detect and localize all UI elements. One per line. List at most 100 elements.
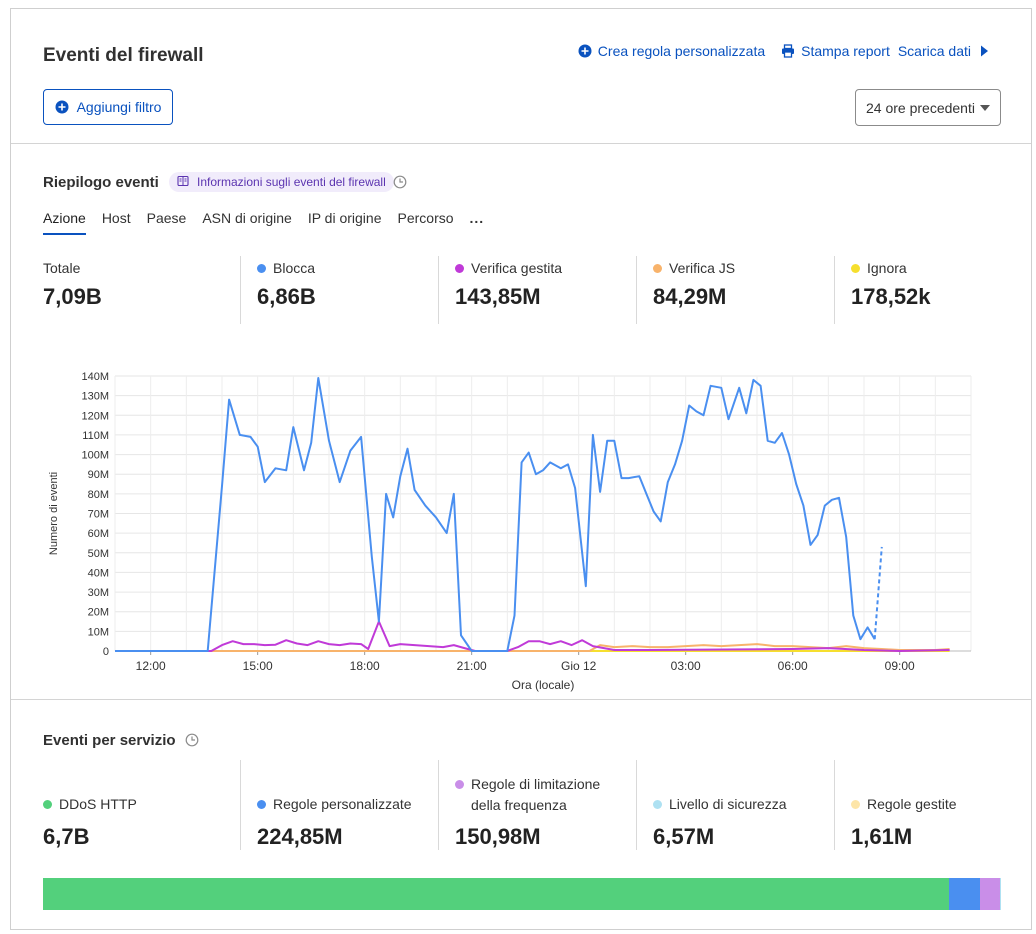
y-tick-label: 10M xyxy=(88,626,109,638)
series-line-verifica-gestita xyxy=(115,620,950,652)
events-summary-section: Riepilogo eventi Informazioni sugli even… xyxy=(11,144,1031,700)
x-tick-label: Gio 12 xyxy=(561,659,597,673)
y-tick-label: 120M xyxy=(81,410,109,422)
time-range-select[interactable]: 24 ore precedenti xyxy=(855,89,1001,126)
summary-tabs: Azione Host Paese ASN di origine IP di o… xyxy=(43,210,484,235)
stat-verifica-gestita[interactable]: Verifica gestita 143,85M xyxy=(439,256,637,324)
y-tick-label: 110M xyxy=(82,430,109,442)
legend-dot xyxy=(851,799,860,809)
x-tick-label: 15:00 xyxy=(243,659,273,673)
share-segment-regole-personalizzate[interactable] xyxy=(949,878,980,910)
legend-dot xyxy=(43,799,52,809)
y-tick-label: 70M xyxy=(88,509,109,521)
service-value: 6,57M xyxy=(653,824,715,849)
y-axis-label: Numero di eventi xyxy=(48,472,60,555)
x-tick-label: 09:00 xyxy=(885,659,915,673)
stat-totale: Totale 7,09B xyxy=(43,256,241,324)
y-tick-label: 0 xyxy=(103,646,109,658)
service-regole-gestite[interactable]: Regole gestite 1,61M xyxy=(835,760,1033,850)
service-value: 6,7B xyxy=(43,824,90,849)
y-tick-label: 20M xyxy=(88,607,109,619)
legend-dot xyxy=(851,263,860,273)
share-segment-ddos-http[interactable] xyxy=(43,878,950,910)
series-line-verifica-js xyxy=(115,643,950,652)
stat-value: 178,52k xyxy=(851,284,931,309)
legend-dot xyxy=(455,780,464,789)
stat-value: 6,86B xyxy=(257,284,316,309)
service-ddos-http[interactable]: DDoS HTTP 6,7B xyxy=(43,760,241,850)
print-report-label: Stampa report xyxy=(801,43,890,59)
stat-label: Ignora xyxy=(867,260,907,276)
tab-azione[interactable]: Azione xyxy=(43,210,86,235)
download-data-link[interactable]: Scarica dati xyxy=(898,43,991,59)
chevron-down-icon xyxy=(980,104,990,111)
tab-paese[interactable]: Paese xyxy=(146,210,187,226)
x-axis-label: Ora (locale) xyxy=(512,678,575,692)
events-by-service-section: Eventi per servizio DDoS HTTP 6,7B Regol… xyxy=(11,700,1031,930)
services-title: Eventi per servizio xyxy=(43,732,176,749)
stat-value: 7,09B xyxy=(43,284,102,309)
series-line-blocca xyxy=(115,377,876,652)
service-livello-sicurezza[interactable]: Livello di sicurezza 6,57M xyxy=(637,760,835,850)
header: Eventi del firewall Crea regola personal… xyxy=(11,9,1031,144)
printer-icon xyxy=(781,44,795,58)
service-label: DDoS HTTP xyxy=(59,796,137,812)
service-label: Regole di limitazione della frequenza xyxy=(471,776,601,813)
x-tick-label: 21:00 xyxy=(457,659,487,673)
service-value: 1,61M xyxy=(851,824,913,849)
summary-title: Riepilogo eventi xyxy=(43,174,159,191)
plus-circle-icon xyxy=(578,44,592,58)
stat-ignora[interactable]: Ignora 178,52k xyxy=(835,256,1033,324)
print-report-link[interactable]: Stampa report xyxy=(781,43,890,59)
y-tick-label: 90M xyxy=(88,469,109,481)
more-tabs-button[interactable]: ... xyxy=(469,210,485,226)
service-share-bar[interactable] xyxy=(43,878,1001,910)
tab-percorso[interactable]: Percorso xyxy=(397,210,454,226)
add-filter-label: Aggiungi filtro xyxy=(76,99,162,115)
legend-dot xyxy=(257,799,266,809)
service-label: Regole personalizzate xyxy=(273,796,412,812)
download-data-label: Scarica dati xyxy=(897,43,971,59)
stat-label: Verifica gestita xyxy=(471,260,563,276)
x-tick-label: 18:00 xyxy=(350,659,380,673)
create-rule-link[interactable]: Crea regola personalizzata xyxy=(578,43,765,59)
plus-circle-icon xyxy=(55,100,69,114)
legend-dot xyxy=(653,263,662,273)
tab-ip-di-origine[interactable]: IP di origine xyxy=(307,210,382,226)
legend-dot xyxy=(257,263,266,273)
legend-dot xyxy=(653,799,662,809)
header-actions: Crea regola personalizzata Stampa report… xyxy=(578,43,991,59)
service-stats: DDoS HTTP 6,7B Regole personalizzate 224… xyxy=(43,760,1033,850)
history-icon[interactable] xyxy=(393,175,407,189)
book-icon xyxy=(177,175,191,189)
legend-dot xyxy=(455,263,464,273)
create-rule-label: Crea regola personalizzata xyxy=(597,43,766,59)
stat-verifica-js[interactable]: Verifica JS 84,29M xyxy=(637,256,835,324)
x-tick-label: 03:00 xyxy=(671,659,701,673)
share-segment-livello-di-sicurezza[interactable] xyxy=(1000,878,1001,910)
share-segment-regole-di-limitazione-della-frequenza[interactable] xyxy=(979,878,1001,910)
info-badge-label: Informazioni sugli eventi del firewall xyxy=(197,175,386,189)
firewall-events-card: Eventi del firewall Crea regola personal… xyxy=(10,8,1032,930)
y-tick-label: 40M xyxy=(88,567,109,579)
firewall-events-info-link[interactable]: Informazioni sugli eventi del firewall xyxy=(169,172,394,192)
y-tick-label: 50M xyxy=(88,548,109,560)
stat-value: 84,29M xyxy=(653,284,727,309)
y-tick-label: 140M xyxy=(81,371,109,383)
stat-blocca[interactable]: Blocca 6,86B xyxy=(241,256,439,324)
tab-asn-di-origine[interactable]: ASN di origine xyxy=(202,210,292,226)
y-tick-label: 100M xyxy=(81,450,109,462)
add-filter-button[interactable]: Aggiungi filtro xyxy=(43,89,173,125)
service-label: Regole gestite xyxy=(867,796,957,812)
service-label: Livello di sicurezza xyxy=(669,796,787,812)
stat-label: Totale xyxy=(43,260,81,276)
service-regole-personalizzate[interactable]: Regole personalizzate 224,85M xyxy=(241,760,439,850)
service-limitazione-frequenza[interactable]: Regole di limitazione della frequenza 15… xyxy=(439,760,637,850)
y-tick-label: 130M xyxy=(81,391,109,403)
events-line-chart[interactable]: 0 10M 20M 30M 40M 50M 60M 70M 80M 90M 100M 110M 120M… xyxy=(41,366,981,698)
time-range-value: 24 ore precedenti xyxy=(866,99,975,116)
tab-host[interactable]: Host xyxy=(101,210,131,226)
y-tick-label: 80M xyxy=(88,489,109,501)
series-line-blocca-projection xyxy=(873,546,883,640)
history-icon[interactable] xyxy=(185,733,199,747)
